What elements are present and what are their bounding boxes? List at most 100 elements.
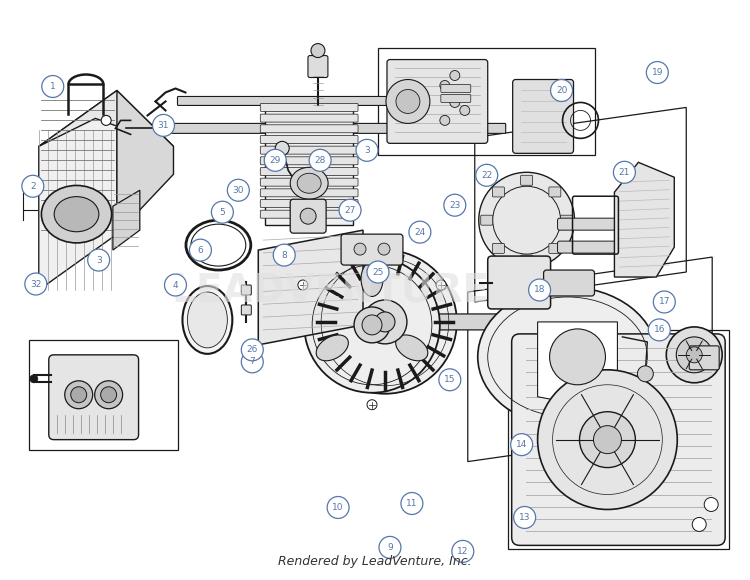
Circle shape (375, 312, 395, 332)
FancyBboxPatch shape (560, 215, 572, 225)
Polygon shape (39, 90, 173, 146)
Circle shape (356, 139, 378, 161)
Circle shape (511, 434, 532, 456)
FancyBboxPatch shape (513, 79, 574, 153)
Circle shape (379, 536, 401, 559)
Text: 4: 4 (172, 281, 178, 289)
Polygon shape (113, 190, 140, 250)
Text: 5: 5 (220, 208, 225, 217)
Circle shape (273, 244, 296, 266)
Circle shape (311, 44, 325, 57)
Text: 6: 6 (197, 245, 203, 255)
FancyBboxPatch shape (260, 210, 358, 218)
Circle shape (363, 300, 407, 344)
Circle shape (538, 370, 677, 509)
FancyBboxPatch shape (242, 285, 251, 295)
Polygon shape (117, 90, 173, 234)
FancyBboxPatch shape (557, 241, 623, 253)
Circle shape (298, 280, 308, 290)
Circle shape (367, 400, 377, 409)
FancyBboxPatch shape (441, 95, 471, 103)
Circle shape (42, 75, 64, 97)
Text: 32: 32 (30, 280, 41, 288)
Circle shape (450, 71, 460, 81)
Circle shape (653, 291, 675, 313)
FancyBboxPatch shape (520, 255, 532, 265)
Text: 3: 3 (96, 256, 101, 264)
FancyBboxPatch shape (49, 355, 139, 440)
FancyBboxPatch shape (387, 60, 488, 143)
FancyBboxPatch shape (549, 187, 561, 197)
Polygon shape (258, 230, 363, 345)
Ellipse shape (41, 186, 112, 243)
Circle shape (676, 337, 712, 373)
Circle shape (692, 517, 706, 531)
Circle shape (476, 164, 498, 186)
FancyBboxPatch shape (488, 256, 550, 309)
FancyBboxPatch shape (178, 96, 478, 106)
FancyBboxPatch shape (441, 85, 471, 92)
Circle shape (164, 274, 187, 296)
FancyBboxPatch shape (544, 270, 595, 296)
Text: 18: 18 (534, 285, 545, 295)
Circle shape (686, 347, 702, 363)
FancyBboxPatch shape (260, 189, 358, 197)
Circle shape (227, 179, 249, 201)
Text: 1: 1 (50, 82, 55, 91)
Circle shape (409, 221, 430, 243)
Text: 24: 24 (414, 227, 425, 237)
Circle shape (367, 261, 389, 283)
FancyBboxPatch shape (242, 305, 251, 315)
Polygon shape (39, 90, 117, 290)
FancyBboxPatch shape (260, 200, 358, 208)
FancyBboxPatch shape (493, 244, 505, 253)
FancyBboxPatch shape (260, 136, 358, 143)
Circle shape (190, 239, 211, 261)
Circle shape (314, 250, 457, 394)
Text: 20: 20 (556, 86, 567, 95)
Ellipse shape (182, 286, 232, 354)
FancyBboxPatch shape (260, 103, 358, 111)
Ellipse shape (297, 173, 321, 193)
Circle shape (386, 79, 430, 124)
Circle shape (339, 199, 361, 221)
Text: LEADVENTURE: LEADVENTURE (171, 271, 489, 309)
FancyBboxPatch shape (689, 346, 719, 370)
Text: 2: 2 (30, 182, 36, 191)
Text: 19: 19 (652, 68, 663, 77)
Text: 22: 22 (481, 171, 492, 180)
Circle shape (242, 339, 263, 361)
Circle shape (593, 426, 622, 454)
Ellipse shape (361, 262, 383, 296)
FancyBboxPatch shape (154, 124, 506, 133)
Circle shape (478, 172, 574, 268)
Circle shape (550, 329, 605, 385)
Text: 30: 30 (232, 186, 244, 195)
Polygon shape (614, 162, 674, 277)
FancyBboxPatch shape (260, 178, 358, 186)
Circle shape (101, 115, 111, 125)
Circle shape (666, 327, 722, 383)
Ellipse shape (396, 335, 427, 361)
Ellipse shape (188, 292, 227, 348)
Circle shape (211, 201, 233, 223)
Circle shape (401, 492, 423, 514)
Text: 3: 3 (364, 146, 370, 155)
Circle shape (378, 243, 390, 255)
FancyBboxPatch shape (290, 199, 326, 233)
Circle shape (614, 161, 635, 183)
Text: 9: 9 (387, 543, 393, 552)
Polygon shape (538, 322, 617, 412)
Circle shape (64, 381, 93, 409)
Circle shape (25, 273, 46, 295)
FancyBboxPatch shape (260, 125, 358, 133)
Circle shape (70, 387, 87, 403)
Circle shape (436, 280, 446, 290)
FancyBboxPatch shape (266, 106, 353, 225)
Text: 31: 31 (158, 121, 170, 130)
Circle shape (362, 315, 382, 335)
Text: 17: 17 (658, 298, 670, 306)
FancyBboxPatch shape (512, 334, 725, 545)
Circle shape (580, 412, 635, 467)
Circle shape (452, 541, 474, 563)
